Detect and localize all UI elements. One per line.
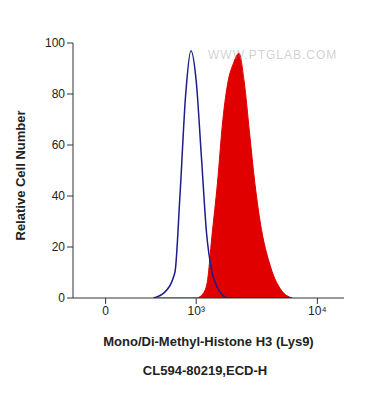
svg-text:60: 60	[52, 138, 66, 152]
svg-text:100: 100	[45, 36, 65, 50]
svg-text:Mono/Di-Methyl-Histone H3 (Lys: Mono/Di-Methyl-Histone H3 (Lys9)	[103, 334, 313, 349]
html-text:WWW.PTGLAB.COM: WWW.PTGLAB.COM	[208, 48, 338, 62]
svg-text:80: 80	[52, 87, 66, 101]
svg-text:20: 20	[52, 240, 66, 254]
svg-text:0: 0	[102, 304, 109, 318]
svg-text:0: 0	[58, 291, 65, 305]
html-text:CL594-80219,ECD-H: CL594-80219,ECD-H	[142, 363, 268, 378]
svg-text:Relative Cell Number: Relative Cell Number	[13, 110, 28, 240]
svg-text:40: 40	[52, 189, 66, 203]
svg-text:10³: 10³	[188, 304, 205, 318]
svg-text:10⁴: 10⁴	[308, 304, 327, 318]
